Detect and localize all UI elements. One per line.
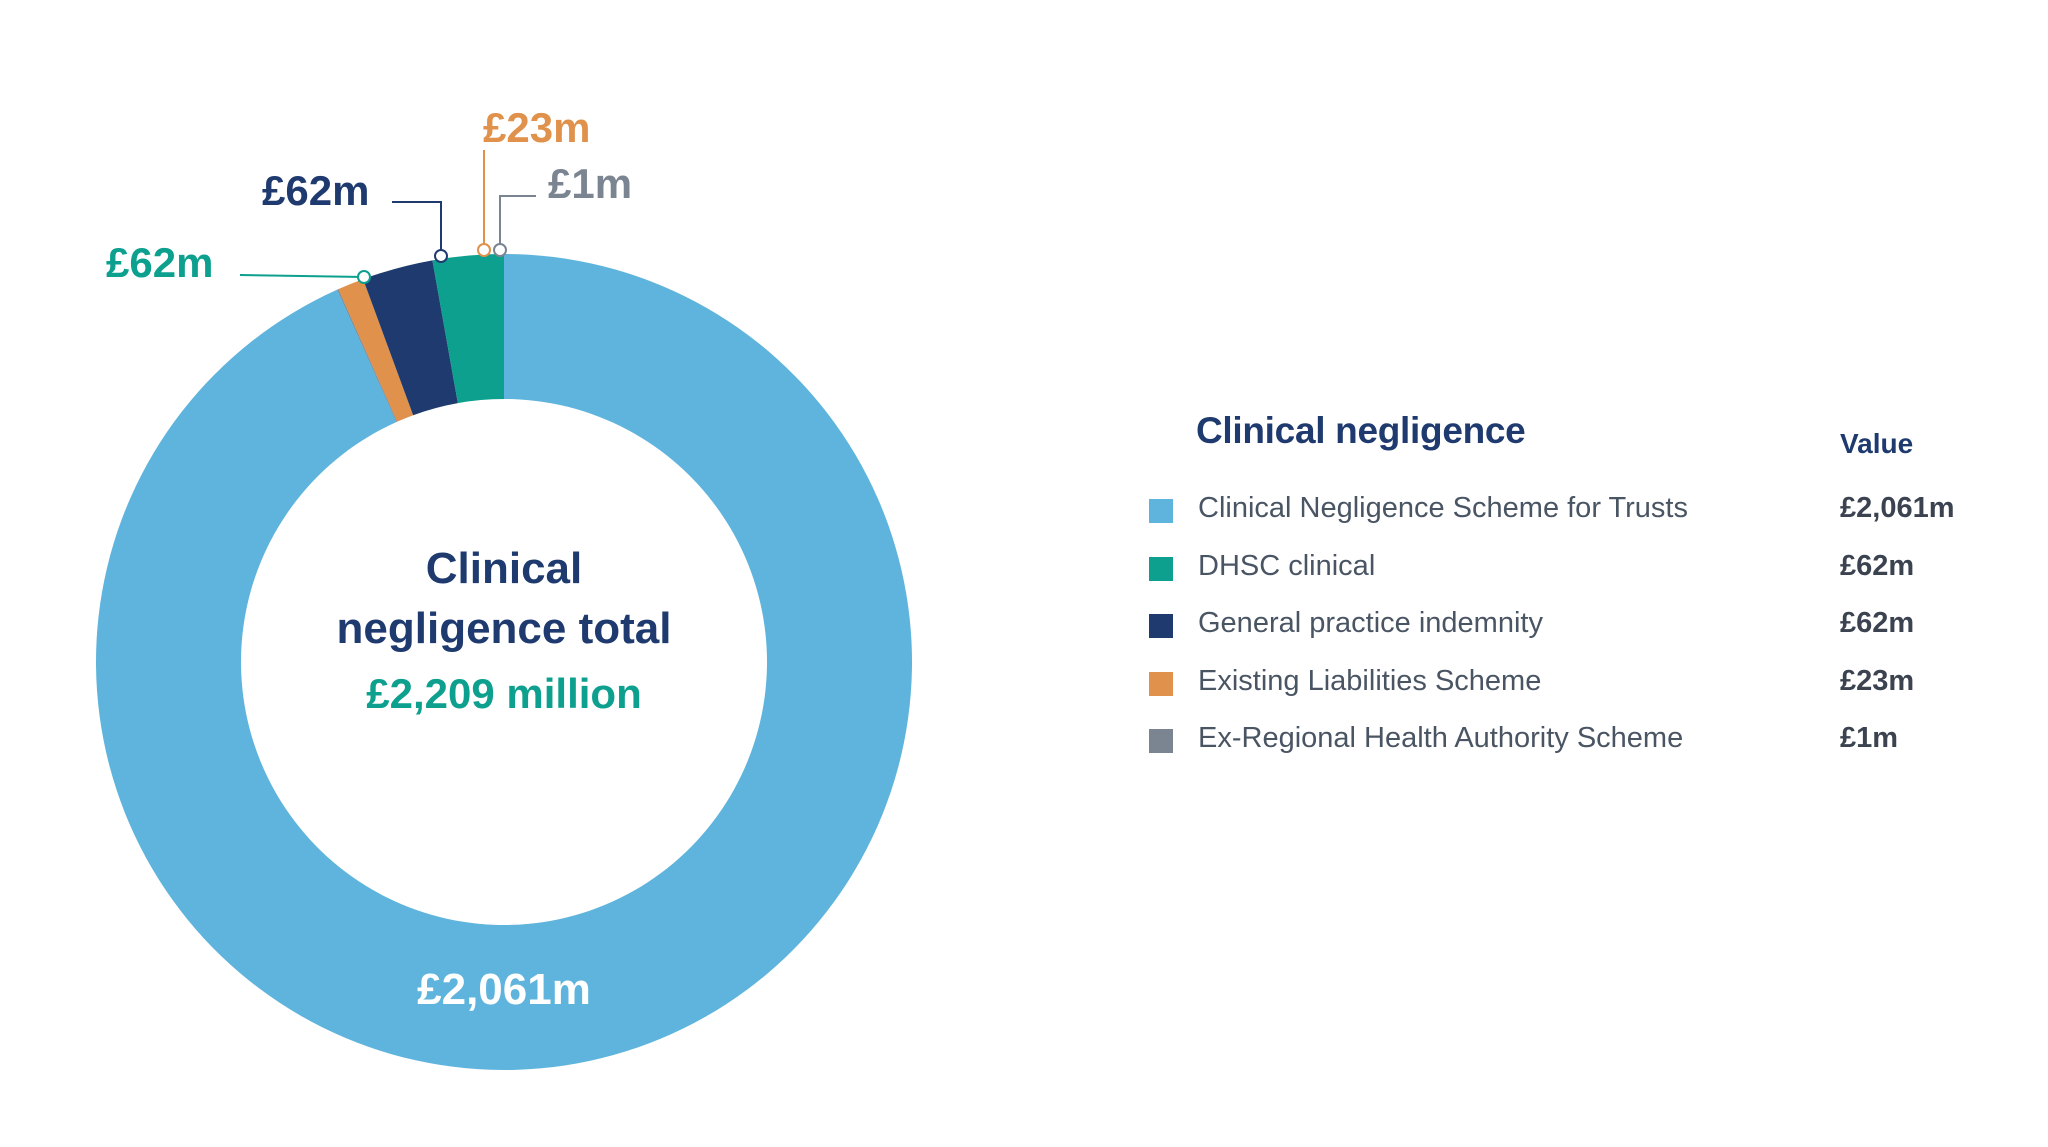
legend-swatch: [1149, 614, 1173, 638]
leader-dot: [493, 243, 507, 257]
center-total-value: £2,209 million: [366, 670, 641, 717]
legend-item-value: £62m: [1840, 607, 1915, 639]
legend-item-label: General practice indemnity: [1198, 607, 1543, 639]
legend-item-value: £23m: [1840, 664, 1915, 697]
legend-swatch: [1149, 671, 1173, 696]
legend-item-label: Existing Liabilities Scheme: [1198, 664, 1542, 697]
legend-item: Ex-Regional Health Authority Scheme £1m: [1140, 710, 2000, 768]
leader-dot: [357, 270, 371, 284]
donut-slice: [95, 254, 912, 1071]
legend-item-label: Clinical Negligence Scheme for Trusts: [1198, 492, 1688, 524]
leader-dot: [477, 243, 491, 257]
legend-swatch: [1149, 556, 1173, 581]
slice-value-label: £2,061m: [417, 965, 591, 1014]
slice-value-label: £23m: [483, 104, 590, 151]
leader-line: [392, 201, 442, 256]
center-title-line-2: negligence total: [337, 604, 672, 653]
legend-item: General practice indemnity £62m: [1140, 595, 2000, 653]
legend-item: Existing Liabilities Scheme £23m: [1140, 653, 2000, 711]
legend-swatch: [1149, 729, 1173, 753]
slice-value-label: £1m: [548, 160, 632, 207]
donut-slice: [337, 289, 398, 422]
legend-header: Clinical negligence Value: [1140, 410, 2000, 480]
legend-value-header: Value: [1840, 428, 1914, 459]
legend-item-value: £2,061m: [1840, 492, 1955, 524]
legend-item-value: £62m: [1840, 549, 1915, 582]
legend-item-label: DHSC clinical: [1198, 549, 1376, 582]
leader-line: [499, 195, 536, 250]
slice-value-label: £62m: [106, 239, 213, 286]
legend-swatch: [1149, 499, 1173, 523]
donut-slice: [432, 254, 504, 404]
legend-item-value: £1m: [1840, 722, 1899, 754]
donut-slice: [338, 279, 414, 422]
center-title-line-1: Clinical: [426, 544, 583, 593]
legend-title: Clinical negligence: [1196, 410, 1526, 451]
slice-value-labels: £2,061m £62m £62m £23m £1m: [106, 104, 632, 1014]
leader-dot: [434, 249, 448, 263]
donut-center-text: Clinical negligence total £2,209 million: [337, 544, 672, 717]
leader-lines: [239, 150, 536, 284]
leader-line: [239, 274, 365, 278]
legend-item: Clinical Negligence Scheme for Trusts £2…: [1140, 480, 2000, 538]
slice-value-label: £62m: [262, 167, 369, 214]
legend: Clinical negligence Value Clinical Negli…: [1140, 410, 2000, 768]
legend-item-label: Ex-Regional Health Authority Scheme: [1198, 722, 1684, 754]
donut-slice: [363, 260, 458, 416]
legend-item: DHSC clinical £62m: [1140, 538, 2000, 596]
donut-slices: [95, 254, 912, 1071]
